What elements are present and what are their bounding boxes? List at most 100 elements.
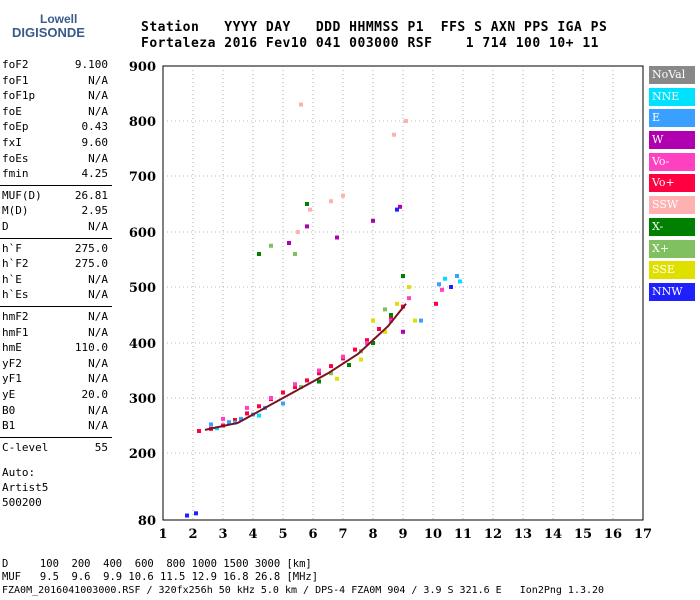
param-row: foF2 9.100 xyxy=(2,58,110,72)
data-point xyxy=(389,315,393,320)
data-point xyxy=(293,252,297,256)
x-tick-label: 6 xyxy=(308,527,317,542)
legend-item: NNW xyxy=(649,282,695,301)
param-label: MUF(D) xyxy=(2,188,42,202)
param-value: N/A xyxy=(88,151,108,165)
data-point xyxy=(287,241,291,245)
param-label: foEs xyxy=(2,151,29,165)
param-value: 0.43 xyxy=(81,120,109,134)
param-row: D N/A xyxy=(2,220,110,234)
param-separator xyxy=(0,436,112,438)
data-point xyxy=(293,385,297,389)
data-point xyxy=(257,252,261,256)
legend-item: SSE xyxy=(649,261,695,280)
param-value: N/A xyxy=(88,372,108,386)
data-point xyxy=(245,405,249,410)
legend-item: E xyxy=(649,109,695,128)
data-point xyxy=(455,274,459,278)
y-tick-label: 80 xyxy=(138,514,156,529)
data-point xyxy=(335,376,339,381)
param-row: MUF(D) 26.81 xyxy=(2,189,110,203)
x-tick-label: 17 xyxy=(634,527,652,542)
param-separator xyxy=(0,237,112,239)
x-tick-label: 15 xyxy=(574,527,592,542)
data-point xyxy=(257,413,261,418)
data-point xyxy=(239,416,243,421)
param-separator xyxy=(0,184,112,186)
data-point xyxy=(407,296,411,301)
param-row: foEp 0.43 xyxy=(2,120,110,134)
legend-item: Vo+ xyxy=(649,174,695,193)
data-point xyxy=(404,119,408,123)
data-point xyxy=(341,354,345,359)
param-value: N/A xyxy=(88,325,108,339)
data-point xyxy=(329,364,333,369)
param-value: 9.100 xyxy=(74,58,108,71)
legend-item: X- xyxy=(649,217,695,236)
param-row: h`F2 275.0 xyxy=(2,257,110,271)
param-label: hmE xyxy=(2,341,22,355)
y-tick-label: 500 xyxy=(129,281,156,296)
y-tick-label: 900 xyxy=(129,60,156,75)
param-label: foEp xyxy=(2,120,29,134)
param-value: N/A xyxy=(88,89,108,103)
auto-note: 500200 xyxy=(2,496,42,510)
data-point xyxy=(209,422,213,427)
x-tick-label: 2 xyxy=(188,527,197,542)
param-row: hmF1 N/A xyxy=(2,326,110,340)
data-point xyxy=(197,429,201,433)
legend-item: SSW xyxy=(649,196,695,215)
x-tick-label: 4 xyxy=(248,527,257,542)
param-row: C-level 55 xyxy=(2,441,110,455)
param-row: B1 N/A xyxy=(2,419,110,433)
param-label: h`Es xyxy=(2,288,29,302)
data-point xyxy=(440,287,444,292)
param-label: foE xyxy=(2,104,22,118)
data-point xyxy=(377,327,381,331)
lowell-logo-text: Lowell xyxy=(40,12,78,26)
data-point xyxy=(317,379,321,384)
data-point xyxy=(398,204,402,209)
data-point xyxy=(185,513,189,518)
param-row: foE N/A xyxy=(2,105,110,119)
data-point xyxy=(296,230,300,234)
legend-item: W xyxy=(649,131,695,150)
x-tick-label: 10 xyxy=(424,527,442,542)
param-row: yE 20.0 xyxy=(2,388,110,402)
param-value: N/A xyxy=(88,288,108,302)
data-point xyxy=(257,404,261,409)
data-point xyxy=(281,401,285,406)
param-label: M(D) xyxy=(2,204,29,218)
auto-note: Auto: xyxy=(2,466,36,480)
y-tick-label: 600 xyxy=(129,226,156,241)
data-point xyxy=(335,235,339,240)
data-point xyxy=(317,368,321,373)
param-label: yF2 xyxy=(2,356,22,370)
legend-item: Vo- xyxy=(649,152,695,171)
legend-item: X+ xyxy=(649,239,695,258)
param-value: 9.60 xyxy=(81,136,109,149)
data-point xyxy=(371,341,375,345)
param-row: fmin 4.25 xyxy=(2,167,110,181)
param-value: 110.0 xyxy=(74,341,108,355)
data-point xyxy=(365,338,369,343)
param-value: N/A xyxy=(88,356,108,370)
data-point xyxy=(347,363,351,367)
data-point xyxy=(419,318,423,323)
data-point xyxy=(413,318,417,323)
param-row: hmF2 N/A xyxy=(2,310,110,324)
param-label: B1 xyxy=(2,419,16,433)
data-point xyxy=(317,371,321,376)
param-value: N/A xyxy=(88,403,108,417)
y-tick-label: 700 xyxy=(129,170,156,185)
param-label: fmin xyxy=(2,167,29,181)
footer-muf-line: MUF 9.5 9.6 9.9 10.6 11.5 12.9 16.8 26.8… xyxy=(2,571,319,583)
param-label: foF1 xyxy=(2,73,29,87)
data-point xyxy=(383,307,387,312)
footer-file-line: FZA0M_2016041003000.RSF / 320fx256h 50 k… xyxy=(2,585,605,596)
legend: NoVal NNE E W Vo- Vo+ SSW X- X+ SSE NNW xyxy=(649,66,695,305)
data-point xyxy=(221,416,225,421)
x-tick-label: 16 xyxy=(604,527,622,542)
x-tick-label: 12 xyxy=(484,527,502,542)
